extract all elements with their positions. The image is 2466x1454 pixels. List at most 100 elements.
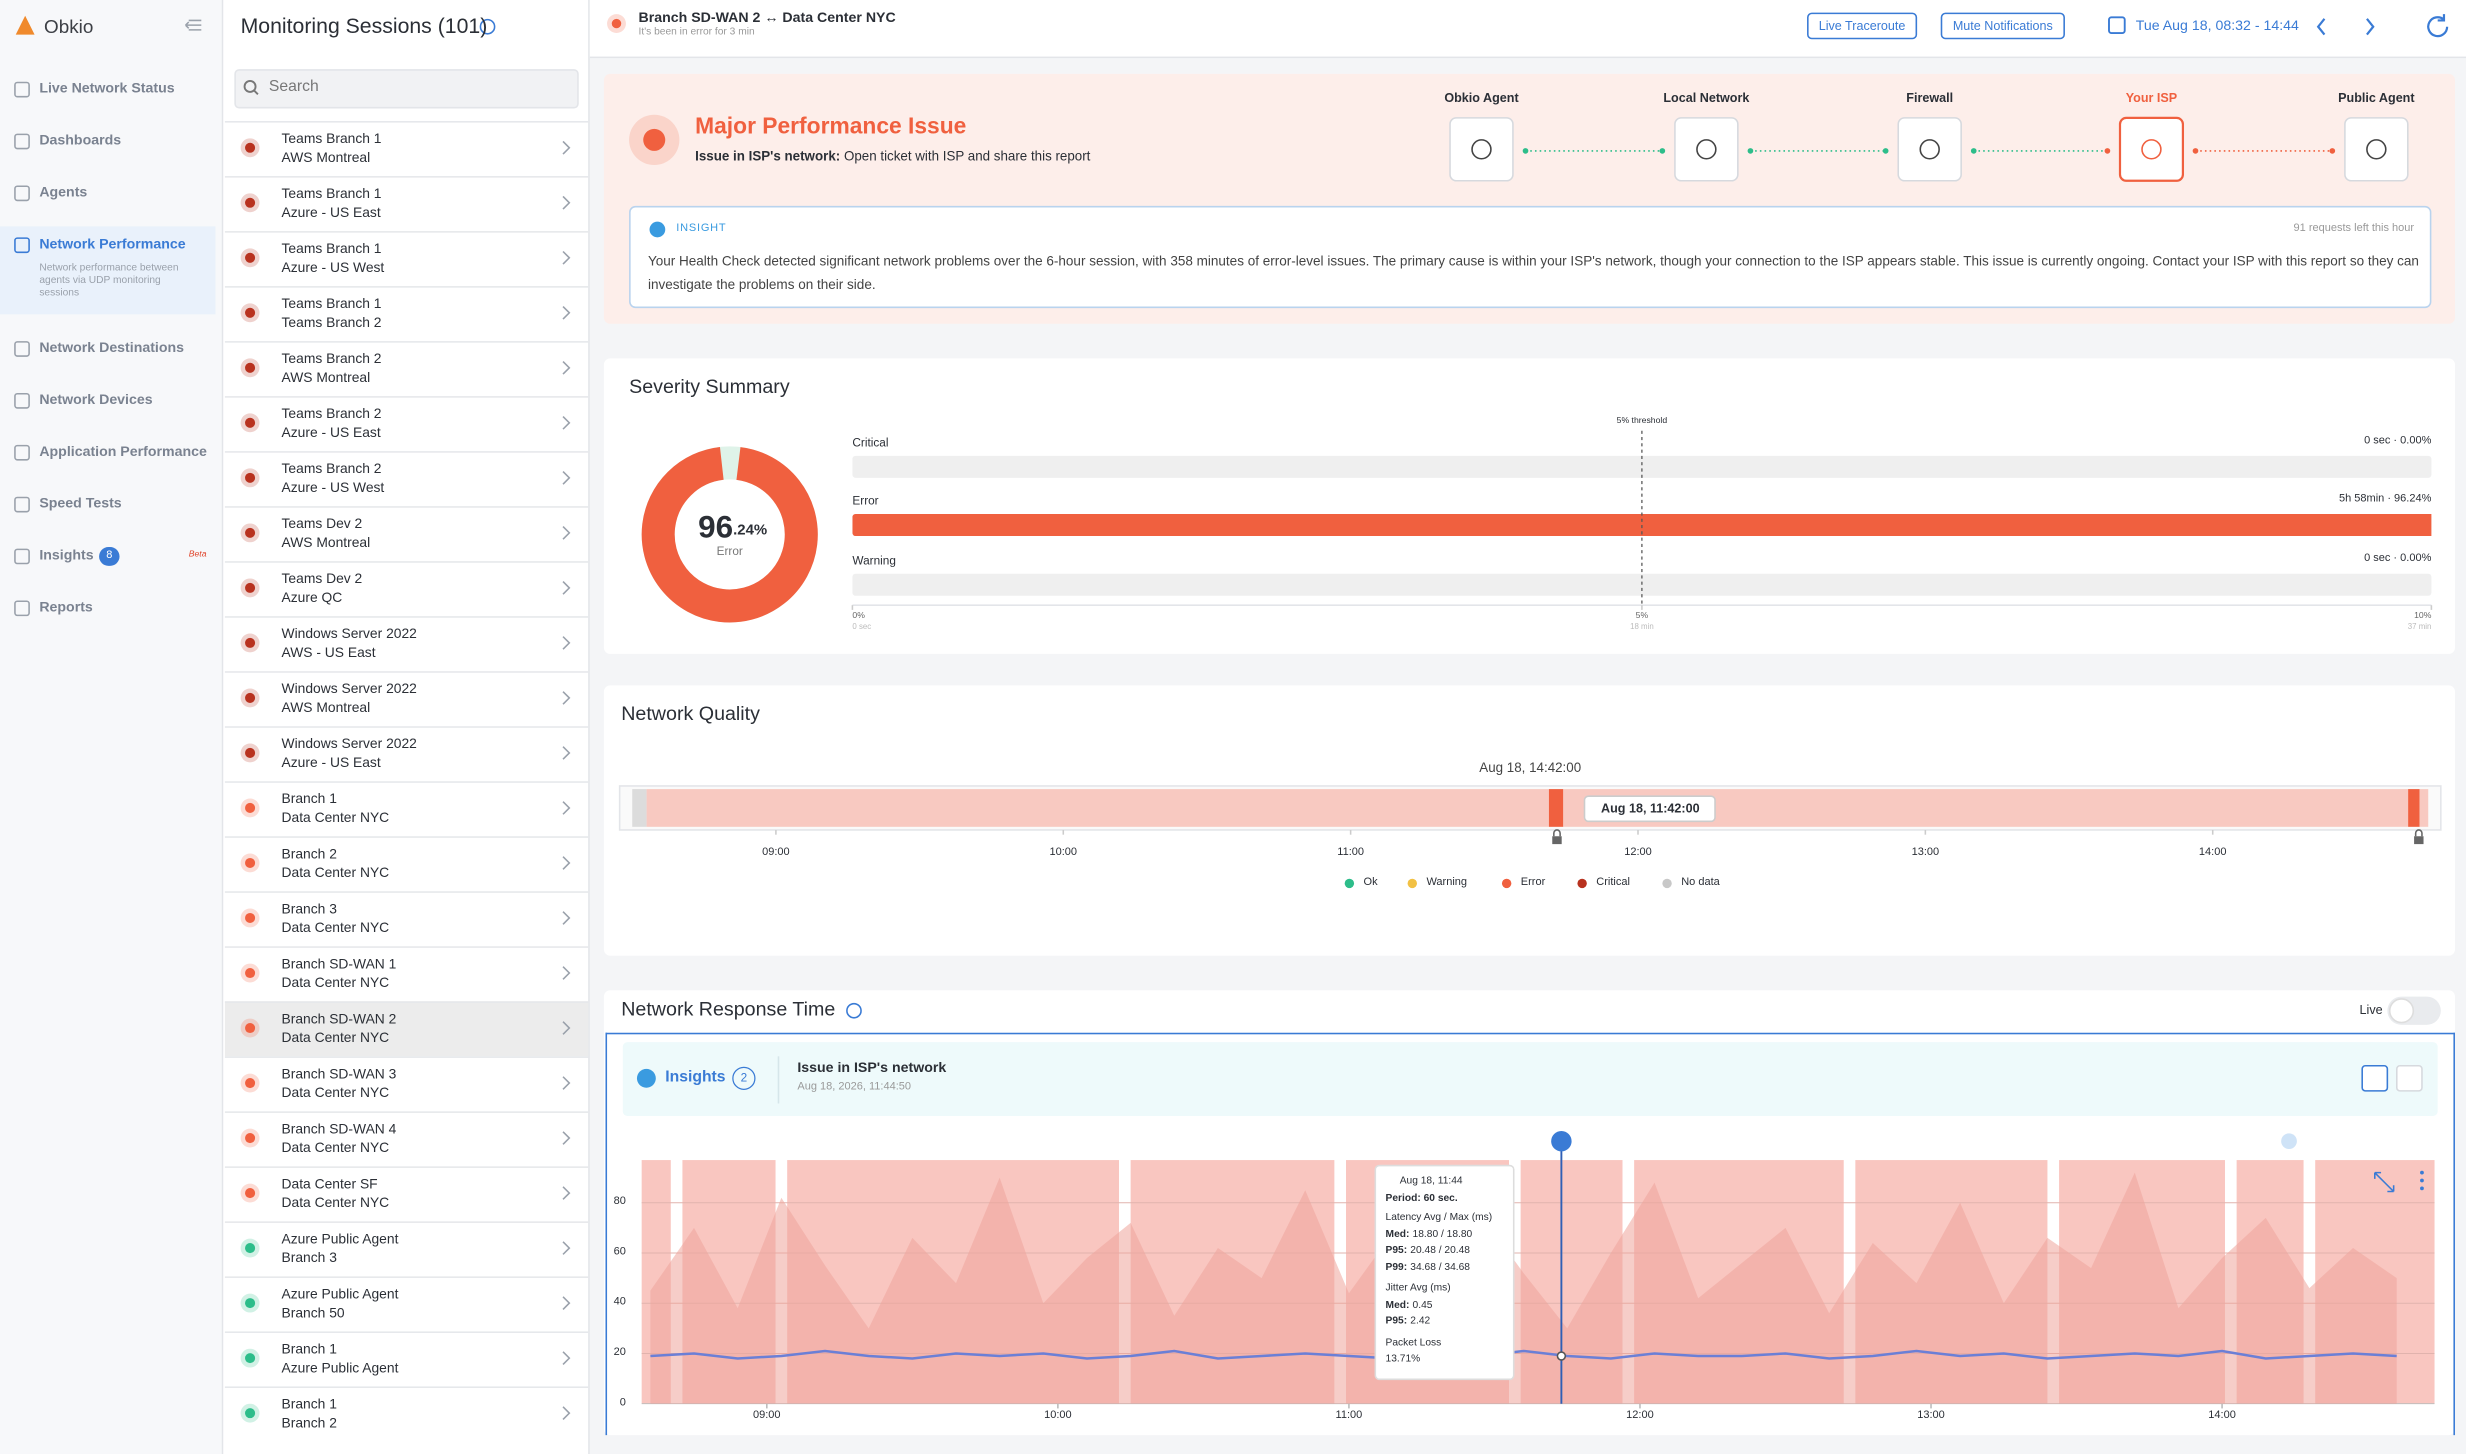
session-line2[interactable]: Branch 2 (281, 1413, 337, 1430)
session-line2[interactable]: Azure - US East (281, 423, 381, 440)
session-row[interactable] (224, 891, 589, 946)
nav-item[interactable]: Network Destinations (39, 340, 185, 356)
session-row[interactable] (224, 836, 589, 891)
session-line2[interactable]: Azure - US East (281, 753, 381, 770)
session-row[interactable] (224, 1056, 589, 1111)
cursor-tooltip: Aug 18, 11:44 Period: 60 sec. Latency Avg … (1374, 1164, 1515, 1381)
session-line2[interactable]: Data Center NYC (281, 1193, 390, 1210)
insights-label[interactable]: Insights (665, 1068, 726, 1086)
session-row[interactable] (224, 671, 589, 726)
session-row[interactable] (224, 341, 589, 396)
session-line1[interactable]: Branch 3 (281, 900, 337, 917)
header-button[interactable]: Live Traceroute (1807, 12, 1918, 40)
session-line1[interactable]: Branch 2 (281, 845, 337, 862)
session-line1[interactable]: Teams Branch 1 (281, 185, 382, 202)
session-line1[interactable]: Teams Branch 2 (281, 350, 382, 367)
nav-icon (14, 600, 30, 617)
session-line2[interactable]: AWS Montreal (281, 148, 371, 165)
session-line2[interactable]: Branch 50 (281, 1303, 345, 1320)
session-line1[interactable]: Teams Branch 2 (281, 405, 382, 422)
session-line1[interactable]: Azure Public Agent (281, 1285, 399, 1302)
session-row[interactable] (224, 121, 589, 176)
session-line2[interactable]: Data Center NYC (281, 808, 390, 825)
nav-item[interactable]: Network Performance (39, 236, 186, 253)
session-line2[interactable]: Teams Branch 2 (281, 313, 382, 330)
session-line2[interactable]: Azure - US East (281, 203, 381, 220)
session-row[interactable] (224, 616, 589, 671)
thumb-up[interactable] (2361, 1064, 2389, 1092)
session-line2[interactable]: AWS - US East (281, 643, 376, 660)
path-node (2118, 116, 2185, 182)
session-line1[interactable]: Branch SD-WAN 1 (281, 955, 397, 972)
session-line1[interactable]: Teams Branch 1 (281, 130, 382, 147)
header-button[interactable]: Mute Notifications (1940, 12, 2065, 40)
session-line1[interactable]: Branch SD-WAN 3 (281, 1065, 397, 1082)
session-line2[interactable]: Branch 3 (281, 1248, 337, 1265)
session-row[interactable] (224, 1276, 589, 1331)
session-row[interactable] (224, 176, 589, 231)
session-row[interactable] (224, 1111, 589, 1166)
session-line1[interactable]: Branch 1 (281, 790, 337, 807)
session-line1[interactable]: Branch SD-WAN 4 (281, 1120, 397, 1137)
session-line1[interactable]: Windows Server 2022 (281, 680, 417, 697)
session-line2[interactable]: Data Center NYC (281, 1138, 390, 1155)
session-line1[interactable]: Azure Public Agent (281, 1230, 399, 1247)
legend-label[interactable]: Critical (1596, 876, 1630, 888)
session-row[interactable] (224, 1331, 589, 1386)
nav-badge: 8 (99, 547, 120, 566)
session-row[interactable] (224, 781, 589, 836)
date-range[interactable]: Tue Aug 18, 08:32 - 14:44 (2135, 17, 2299, 34)
session-line2[interactable]: AWS Montreal (281, 698, 371, 715)
session-line1[interactable]: Teams Branch 1 (281, 240, 382, 257)
nav-item[interactable]: Speed Tests (39, 495, 122, 512)
session-row[interactable] (224, 1001, 589, 1057)
session-line2[interactable]: Data Center NYC (281, 1028, 390, 1045)
legend-label[interactable]: Error (1520, 876, 1546, 888)
tooltip-row: P99: 34.68 / 34.68 (1386, 1260, 1504, 1277)
session-line2[interactable]: Azure - US West (281, 478, 385, 495)
session-line2[interactable]: AWS Montreal (281, 368, 371, 385)
session-line1[interactable]: Teams Branch 2 (281, 460, 382, 477)
session-line1[interactable]: Branch SD-WAN 2 (281, 1010, 397, 1027)
session-row[interactable] (224, 1386, 589, 1441)
nav-item[interactable]: Dashboards (39, 132, 122, 149)
session-row[interactable] (224, 1166, 589, 1221)
search-box[interactable] (234, 69, 579, 109)
session-row[interactable] (224, 1221, 589, 1276)
session-row[interactable] (224, 726, 589, 781)
session-row[interactable] (224, 506, 589, 561)
session-line1[interactable]: Branch 1 (281, 1395, 337, 1412)
session-line2[interactable]: Azure QC (281, 588, 343, 605)
nav-item[interactable]: Reports (39, 599, 93, 616)
session-row[interactable] (224, 231, 589, 286)
search-placeholder[interactable]: Search (268, 78, 319, 96)
nav-item[interactable]: Live Network Status (39, 80, 175, 97)
session-row[interactable] (224, 561, 589, 616)
session-line2[interactable]: Data Center NYC (281, 918, 390, 935)
session-line1[interactable]: Teams Dev 2 (281, 515, 363, 532)
thumb-down[interactable] (2396, 1064, 2423, 1092)
session-line2[interactable]: Data Center NYC (281, 863, 390, 880)
nav-item[interactable]: Insights (39, 547, 94, 564)
legend-label[interactable]: Warning (1426, 876, 1468, 888)
nav-item[interactable]: Network Devices (39, 392, 153, 408)
nav-item[interactable]: Agents (39, 184, 88, 201)
nav-item[interactable]: Application Performance (39, 443, 207, 460)
session-row[interactable] (224, 946, 589, 1001)
session-line2[interactable]: Data Center NYC (281, 973, 390, 990)
session-line1[interactable]: Teams Branch 1 (281, 295, 382, 312)
session-line1[interactable]: Windows Server 2022 (281, 625, 417, 642)
session-row[interactable] (224, 396, 589, 451)
legend-label[interactable]: No data (1681, 876, 1720, 888)
session-line2[interactable]: Azure - US West (281, 258, 385, 275)
session-line2[interactable]: Data Center NYC (281, 1083, 390, 1100)
session-row[interactable] (224, 286, 589, 341)
session-line1[interactable]: Data Center SF (281, 1175, 378, 1192)
session-line1[interactable]: Windows Server 2022 (281, 735, 417, 752)
session-line2[interactable]: AWS Montreal (281, 533, 371, 550)
legend-label[interactable]: Ok (1363, 876, 1378, 888)
session-row[interactable] (224, 451, 589, 506)
session-line1[interactable]: Branch 1 (281, 1340, 337, 1357)
session-line2[interactable]: Azure Public Agent (281, 1358, 399, 1375)
session-line1[interactable]: Teams Dev 2 (281, 570, 363, 587)
